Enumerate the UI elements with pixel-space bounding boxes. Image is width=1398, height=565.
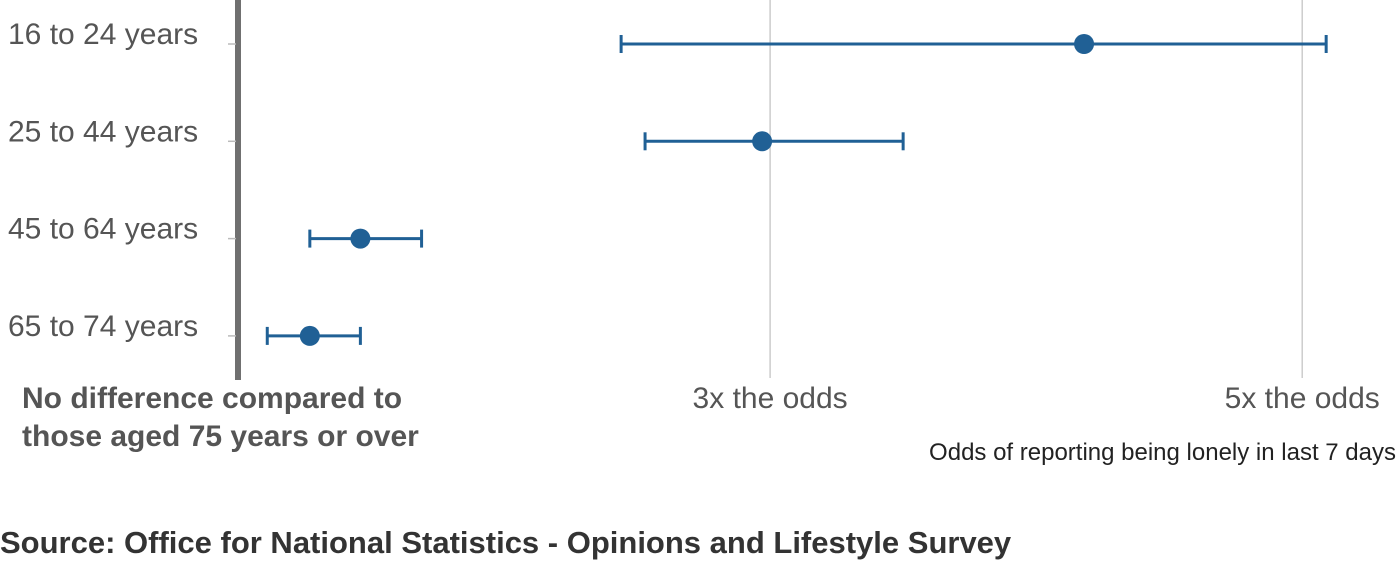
x-tick-label: 5x the odds	[1225, 382, 1380, 415]
data-point-group	[619, 34, 1328, 54]
x-tick-label: 3x the odds	[693, 382, 848, 415]
source-note: Source: Office for National Statistics -…	[0, 525, 1012, 560]
baseline-label-line-1: No difference compared to	[22, 382, 402, 415]
forest-plot: 16 to 24 years 25 to 44 years 45 to 64 yea…	[8, 0, 1396, 466]
category-label: 45 to 64 years	[8, 213, 198, 246]
point-marker	[1074, 34, 1095, 54]
x-axis-title: Odds of reporting being lonely in last 7…	[929, 439, 1396, 466]
category-label: 16 to 24 years	[8, 18, 198, 51]
data-point-group	[265, 325, 362, 346]
category-label: 25 to 44 years	[8, 115, 198, 148]
point-marker	[350, 228, 371, 249]
tick-labels: 3x the odds 5x the odds	[693, 382, 1380, 415]
point-marker	[752, 131, 773, 152]
point-marker	[299, 325, 320, 346]
category-label: 65 to 74 years	[8, 310, 198, 343]
series-layer	[265, 34, 1328, 346]
baseline-label: No difference compared to those aged 75 …	[22, 382, 419, 453]
data-point-group	[643, 131, 905, 152]
grid-layer	[769, 0, 1303, 378]
baseline-label-line-2: those aged 75 years or over	[22, 420, 419, 453]
category-labels: 16 to 24 years 25 to 44 years 45 to 64 yea…	[8, 18, 236, 343]
data-point-group	[308, 228, 424, 249]
